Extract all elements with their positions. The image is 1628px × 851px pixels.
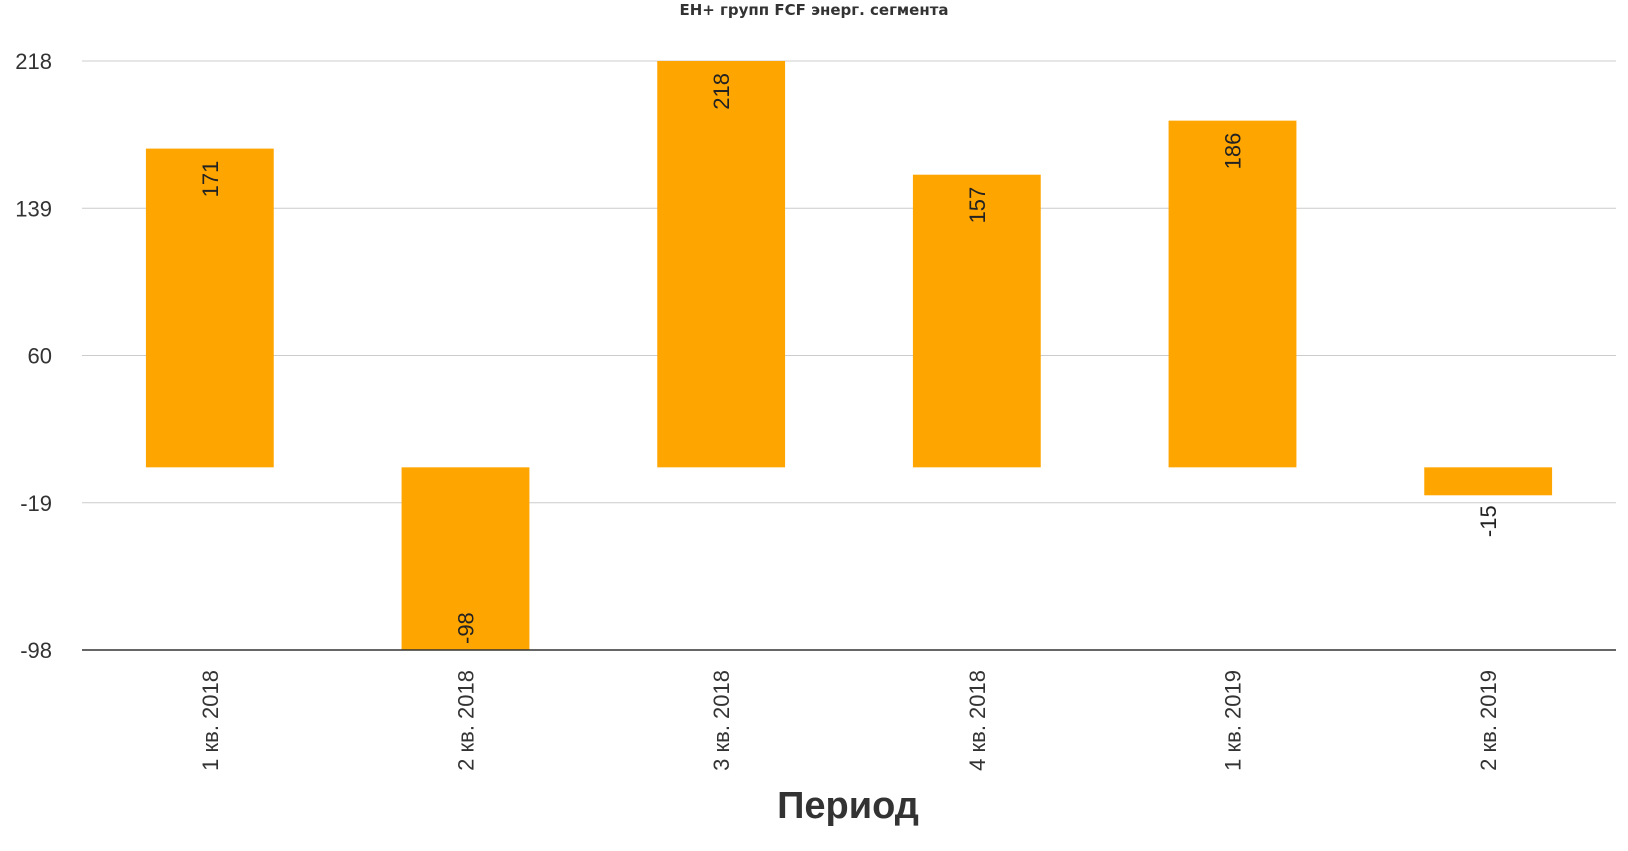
y-tick-label: 139 <box>15 196 52 221</box>
bar <box>912 174 1041 468</box>
y-tick-label: -19 <box>20 491 52 516</box>
y-tick-label: 218 <box>15 49 52 74</box>
x-axis-ticks: 1 кв. 2018 2 кв. 2018 3 кв. 2018 4 кв. 2018… <box>198 670 1501 771</box>
data-label: 171 <box>198 161 223 198</box>
bar <box>145 148 274 468</box>
bars <box>145 61 1553 650</box>
y-tick-label: 60 <box>28 344 52 369</box>
bar <box>1424 467 1553 496</box>
chart-title: ЕН+ групп FCF энерг. сегмента <box>679 1 948 19</box>
x-tick-label: 2 кв. 2018 <box>454 670 479 771</box>
x-tick-label: 4 кв. 2018 <box>965 670 990 771</box>
y-axis-ticks: 218 139 60 -19 -98 <box>15 49 52 663</box>
data-label: 218 <box>709 73 734 110</box>
data-label: -15 <box>1476 505 1501 537</box>
x-tick-label: 3 кв. 2018 <box>709 670 734 771</box>
bar <box>657 61 786 468</box>
x-tick-label: 2 кв. 2019 <box>1476 670 1501 771</box>
x-tick-label: 1 кв. 2018 <box>198 670 223 771</box>
x-axis-title: Период <box>777 785 919 827</box>
x-tick-label: 1 кв. 2019 <box>1221 670 1246 771</box>
data-label: 186 <box>1221 133 1246 170</box>
y-tick-label: -98 <box>20 638 52 663</box>
bar <box>401 467 530 650</box>
data-label: -98 <box>454 612 479 644</box>
data-label: 157 <box>965 187 990 224</box>
data-labels: 171 -98 218 157 186 -15 <box>198 73 1501 644</box>
gridlines <box>82 60 1616 504</box>
bar <box>1168 120 1297 468</box>
